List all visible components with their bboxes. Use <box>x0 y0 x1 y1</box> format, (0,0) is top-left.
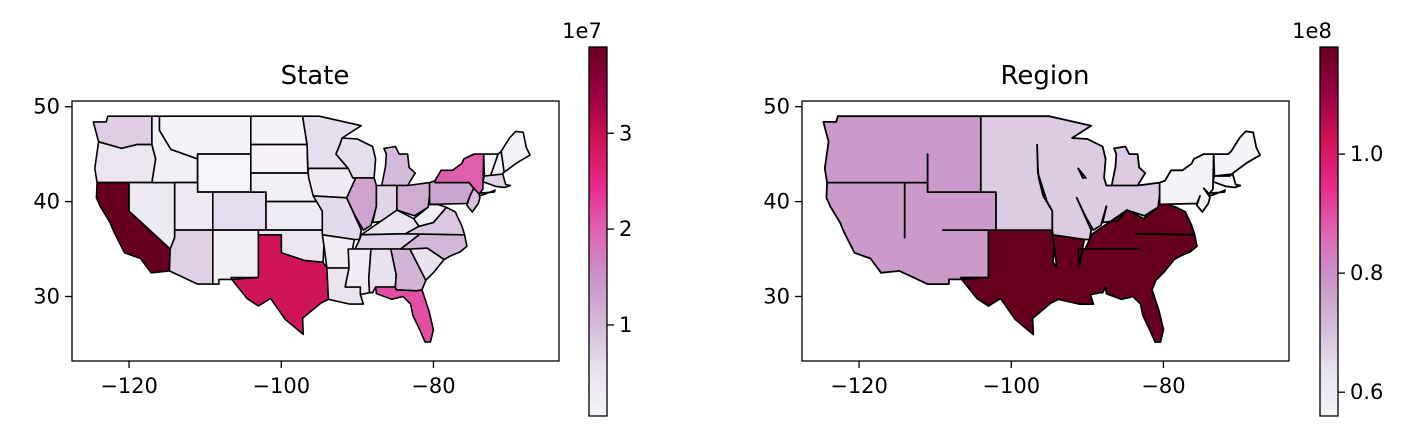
region-xtick-label: −100 <box>982 374 1040 398</box>
state-colorbar-multiplier: 1e7 <box>562 19 602 43</box>
region-colorbar-tick-label: 0.6 <box>1350 380 1383 404</box>
state-illinois <box>345 177 378 231</box>
state-colorbar: 1e7 1 2 3 <box>562 19 632 417</box>
state-wyoming <box>196 153 252 193</box>
state-arizona <box>168 229 214 285</box>
region-colorbar-tick-label: 1.0 <box>1350 142 1383 166</box>
region-colorbar-gradient <box>1319 46 1339 417</box>
state-xtick-label: −100 <box>252 374 310 398</box>
state-axes-frame <box>71 100 560 362</box>
state-texas <box>231 234 330 336</box>
state-pennsylvania <box>428 179 475 206</box>
region-west-part <box>942 229 989 285</box>
state-ytick-label: 50 <box>33 95 60 119</box>
region-map-panel: Region −120 −100 −80 30 40 50 <box>763 61 1290 398</box>
region-ytick-label: 50 <box>763 95 790 119</box>
region-colorbar-multiplier: 1e8 <box>1292 19 1332 43</box>
region-map <box>822 115 1261 343</box>
state-map <box>92 115 531 343</box>
state-colorbar-ticks: 1 2 3 <box>607 121 632 337</box>
state-ytick-label: 40 <box>33 190 60 214</box>
region-midwest-part <box>995 201 1053 231</box>
state-new-mexico <box>212 229 260 285</box>
state-maine <box>500 130 531 173</box>
region-west-part <box>824 141 887 184</box>
region-boundaries <box>822 115 1261 343</box>
state-north-dakota <box>250 115 308 146</box>
region-axes-frame <box>801 100 1290 362</box>
state-axis-ticks: −120 −100 −80 30 40 50 <box>33 95 455 398</box>
region-northeast-part <box>1230 130 1261 174</box>
state-kansas <box>265 200 324 231</box>
region-xtick-label: −120 <box>830 374 888 398</box>
state-xtick-label: −80 <box>411 374 455 398</box>
region-midwest-part <box>980 144 1039 174</box>
region-axis-ticks: −120 −100 −80 30 40 50 <box>763 95 1185 398</box>
state-south-dakota <box>250 143 309 174</box>
state-michigan <box>380 145 416 187</box>
region-xtick-label: −80 <box>1141 374 1185 398</box>
state-map-title: State <box>281 61 350 91</box>
region-colorbar-tick-label: 0.8 <box>1350 261 1383 285</box>
state-ytick-label: 30 <box>33 284 60 308</box>
region-colorbar-ticks: 0.6 0.8 1.0 <box>1338 142 1383 404</box>
state-colorbar-tick-label: 1 <box>619 313 632 337</box>
region-map-title: Region <box>1000 61 1089 91</box>
region-west-part <box>898 229 944 285</box>
state-new-jersey <box>466 187 481 213</box>
region-midwest-part <box>980 115 1038 146</box>
state-colorbar-gradient <box>588 46 608 417</box>
region-west-part <box>927 153 982 193</box>
state-map-panel: State −120 −100 −80 30 40 50 <box>33 61 560 398</box>
state-florida <box>374 286 435 343</box>
state-colorbar-tick-label: 3 <box>619 121 632 145</box>
region-ytick-label: 40 <box>763 190 790 214</box>
state-xtick-label: −120 <box>100 374 158 398</box>
region-colorbar: 1e8 0.6 0.8 1.0 <box>1292 19 1383 417</box>
state-oregon <box>94 141 157 184</box>
region-ytick-label: 30 <box>763 284 790 308</box>
state-mississippi <box>344 248 372 296</box>
state-massachusetts <box>482 173 512 189</box>
state-colorbar-tick-label: 2 <box>619 217 632 241</box>
state-colorado <box>212 191 267 231</box>
region-west-part <box>942 191 997 231</box>
